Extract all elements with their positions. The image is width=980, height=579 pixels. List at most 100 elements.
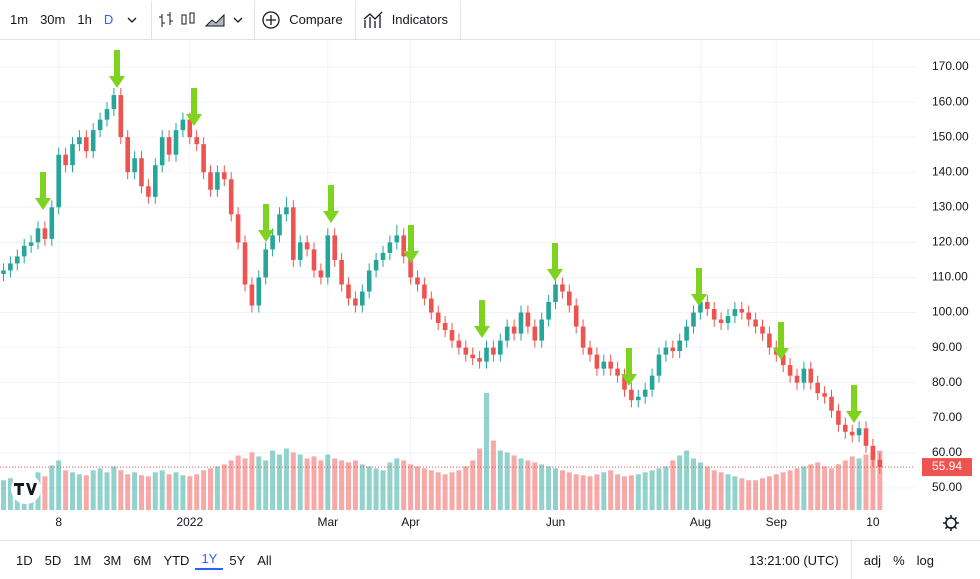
range[interactable]: 1Y [195, 551, 224, 570]
candle-body [463, 347, 469, 355]
interval[interactable]: 30m [40, 12, 66, 27]
candle-body [863, 428, 869, 446]
volume-bar [311, 456, 317, 510]
y-tick-label: 60.00 [932, 445, 962, 459]
candle-body [532, 326, 538, 341]
volume-bar [104, 472, 110, 510]
candle-body [194, 137, 199, 145]
candle-body [146, 186, 151, 197]
candle-body [208, 172, 213, 190]
candle-body [21, 245, 27, 257]
range[interactable]: All [257, 552, 272, 568]
chevron[interactable] [119, 12, 145, 28]
chart-type-icons[interactable] [158, 10, 248, 30]
volume-bar [746, 480, 752, 510]
volume-bar [829, 468, 834, 510]
candle-body [711, 309, 717, 320]
volume-bar [635, 474, 641, 510]
y-tick-label: 150.00 [932, 129, 969, 143]
option[interactable]: adj [863, 552, 882, 568]
volume-bar [228, 460, 234, 510]
range[interactable]: 3M [103, 552, 122, 568]
volume-bar [497, 450, 503, 510]
range[interactable]: 1D [16, 552, 33, 568]
volume-bar [90, 470, 96, 510]
candle-body [387, 242, 393, 253]
candle-body [870, 445, 876, 460]
candle-body [849, 431, 855, 436]
option[interactable]: % [893, 552, 905, 568]
candle-body [470, 354, 475, 359]
volume-bar [808, 464, 814, 510]
volume-bar [511, 455, 517, 510]
volume-bar [656, 468, 662, 510]
indicators-icon[interactable] [362, 10, 386, 30]
candle-body [408, 256, 413, 278]
candle-body [159, 137, 165, 166]
candle-body [97, 119, 103, 131]
candle-body [63, 154, 68, 166]
volume-bar [152, 472, 158, 510]
candle-body [166, 137, 172, 155]
interval[interactable]: D [103, 12, 114, 27]
volume-bar [801, 466, 807, 510]
candle-body [242, 242, 248, 285]
plus-icon[interactable] [261, 10, 283, 30]
volume-bar [270, 450, 276, 510]
volume-bar [242, 458, 248, 510]
range[interactable]: 1M [73, 552, 92, 568]
volume-bar [297, 454, 303, 510]
candle-body [215, 172, 220, 190]
volume-bar [208, 468, 213, 510]
candle-body [270, 235, 275, 250]
candle-body [429, 298, 434, 313]
candle-body [187, 119, 193, 138]
candle-body [725, 316, 731, 324]
volume-bar [559, 470, 565, 510]
candle-body [139, 158, 144, 187]
candle-body [746, 312, 751, 320]
candle-body [435, 312, 441, 324]
volume-bar [132, 472, 138, 510]
volume-bar [235, 455, 241, 510]
range[interactable]: 6M [133, 552, 152, 568]
candle-body [311, 249, 317, 271]
x-tick-label: 2022 [176, 515, 203, 529]
candle-body [629, 389, 634, 401]
volume-bar [739, 478, 745, 510]
settings-icon[interactable] [943, 515, 959, 531]
logo [11, 474, 41, 504]
interval[interactable]: 1m [10, 12, 29, 27]
candle-body [677, 340, 682, 352]
last-price-tag [922, 458, 972, 477]
candle-body [249, 284, 255, 306]
range[interactable]: 5Y [229, 552, 246, 568]
volume-bar [256, 456, 262, 510]
range[interactable]: YTD [163, 552, 190, 568]
candle-body [636, 396, 641, 401]
candle-body [670, 347, 676, 352]
signal-arrows [35, 50, 862, 423]
compare-button[interactable]: Compare [289, 12, 343, 27]
volume-bar [290, 452, 296, 510]
volume-bar [835, 464, 841, 510]
candle-body [15, 256, 20, 264]
volume-bar [277, 454, 282, 510]
option[interactable]: log [916, 552, 934, 568]
volume-bar [70, 472, 75, 510]
candle-body [553, 284, 558, 303]
volume-bar [587, 476, 593, 510]
candle-body [498, 340, 503, 355]
interval[interactable]: 1h [77, 12, 92, 27]
x-tick-label: Mar [317, 515, 338, 529]
volume-bar [125, 474, 131, 510]
range[interactable]: 5D [44, 552, 62, 568]
candle-body [422, 284, 427, 299]
volume-bar [753, 480, 759, 510]
candle-body [656, 354, 662, 376]
volume-bar [408, 464, 414, 510]
y-tick-label: 140.00 [932, 164, 969, 178]
x-tick-label: Sep [766, 515, 788, 529]
indicators-button[interactable]: Indicators [391, 12, 449, 27]
